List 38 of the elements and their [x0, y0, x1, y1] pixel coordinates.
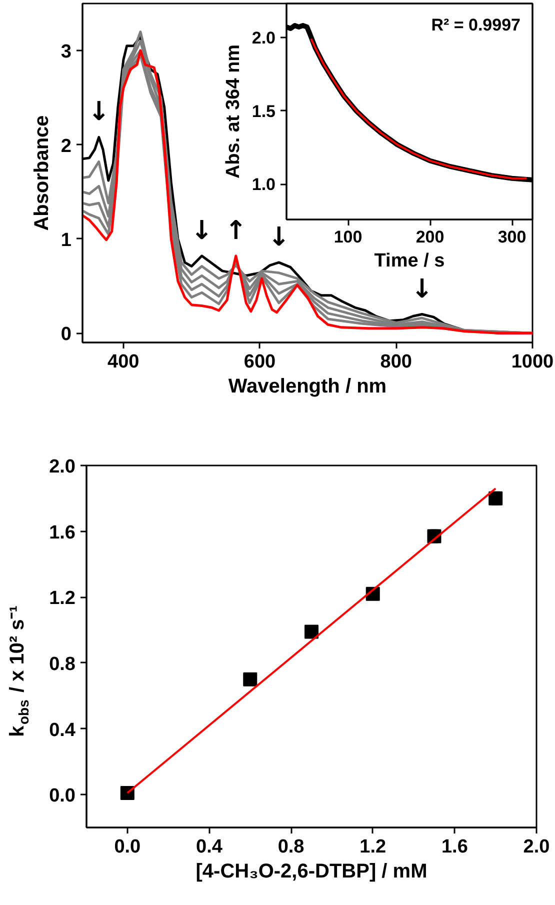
x-axis-title: Wavelength / nm: [228, 376, 387, 398]
x-tick-label: 0.8: [278, 836, 304, 858]
annotation: ↓: [190, 216, 213, 246]
y-tick-label: 1.0: [252, 175, 276, 194]
y-tick-label: 1.5: [252, 102, 276, 121]
x-tick-label: 0.0: [114, 836, 141, 858]
y-tick-label: 0.8: [49, 654, 76, 675]
annotation: ↓: [268, 222, 290, 252]
y-tick-label: 0: [60, 324, 72, 346]
annotation: ↓: [88, 97, 110, 128]
x-tick-label: 200: [416, 228, 444, 246]
annotation: ↓: [411, 274, 433, 304]
x-tick-label: 0.4: [196, 836, 223, 858]
x-tick-label: 600: [244, 352, 276, 372]
y-tick-label: 2: [60, 136, 72, 157]
y-tick-label: 3: [60, 42, 72, 63]
y-tick-label: 0.4: [49, 720, 76, 741]
y-axis-title: kobs / x 10² s⁻¹: [6, 605, 32, 737]
y-tick-label: 0.0: [49, 786, 76, 807]
x-axis-title: Time / s: [374, 250, 445, 272]
x-tick-label: 1.6: [441, 836, 468, 858]
annotation: R² = 0.9997: [431, 16, 521, 34]
y-tick-label: 2.0: [49, 456, 76, 478]
x-axis-title: [4-CH₃O-2,6-DTBP] / mM: [196, 860, 428, 882]
x-tick-label: 1.2: [360, 836, 386, 858]
y-tick-label: 2.0: [252, 28, 276, 48]
x-tick-label: 100: [334, 228, 362, 246]
x-tick-label: 400: [108, 352, 140, 372]
x-tick-label: 300: [498, 228, 526, 246]
x-tick-label: 2.0: [523, 836, 550, 858]
annotation: ↑: [225, 216, 247, 246]
x-tick-label: 1000: [511, 352, 554, 372]
y-axis-title: Abs. at 364 nm: [222, 44, 244, 179]
y-axis-title: Absorbance: [30, 115, 53, 231]
x-tick-label: 800: [380, 352, 412, 372]
y-tick-label: 1.6: [49, 522, 76, 544]
y-tick-label: 1.2: [49, 588, 76, 610]
y-tick-label: 1: [60, 230, 72, 251]
